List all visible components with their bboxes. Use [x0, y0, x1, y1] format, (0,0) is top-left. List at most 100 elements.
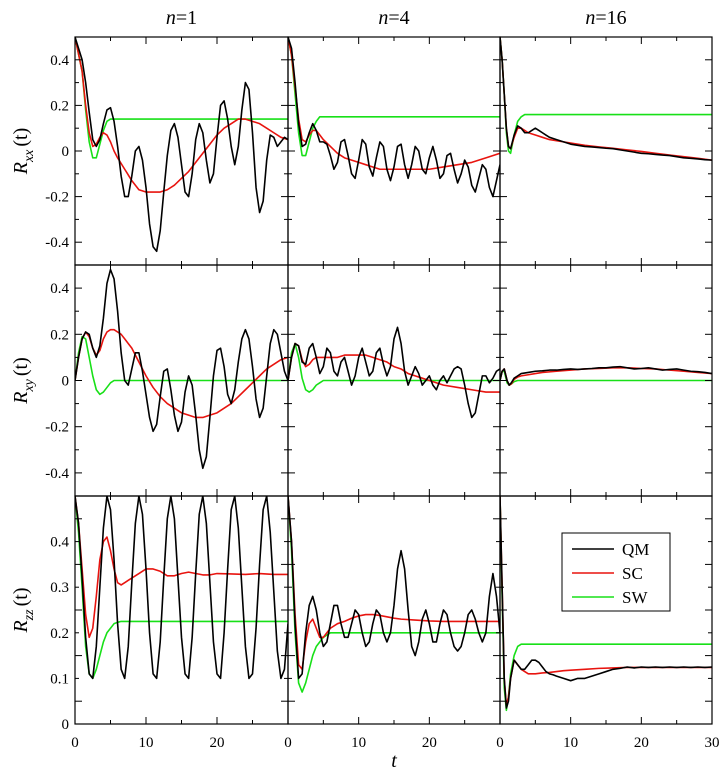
- panel-series: [288, 37, 500, 198]
- series-sw-line: [288, 342, 500, 393]
- series-qm-line: [75, 268, 288, 470]
- panel-frame: [287, 36, 501, 266]
- y-tick-label: 0.4: [50, 535, 69, 551]
- panel-series: [75, 37, 288, 253]
- y-tick-label: 0.4: [50, 281, 69, 297]
- legend-box: [561, 532, 671, 612]
- series-sw-line: [500, 37, 712, 155]
- series-sc-line: [500, 37, 712, 161]
- y-label-main: R: [10, 392, 32, 405]
- panel-series: [500, 37, 712, 161]
- panel-ticks: [287, 36, 501, 266]
- series-sc-line: [288, 496, 500, 671]
- column-title-variable: n: [585, 7, 595, 29]
- legend-label-sc: SC: [622, 564, 643, 583]
- series-qm-line: [75, 37, 288, 253]
- panel-r2-c2: [499, 495, 713, 725]
- x-tick-label: 0: [496, 735, 504, 751]
- panels: -0.4 -0.2 0 0.2 0.4 -0.4 -0.2 0 0.2 0.4 0 0.1 0.2 0.3…: [45, 36, 720, 751]
- column-title: n=16: [585, 7, 626, 29]
- y-tick-label: 0.2: [50, 98, 69, 114]
- column-title: n=1: [166, 7, 197, 29]
- panel-frame: [499, 495, 713, 725]
- panel-series: [75, 268, 288, 470]
- panel-ticks: [499, 36, 713, 266]
- y-label-argument: (t): [10, 587, 32, 606]
- panel-series: [75, 496, 288, 680]
- x-tick-label: 10: [563, 735, 578, 751]
- y-label-subscript: xx: [22, 149, 37, 163]
- y-label-main: R: [10, 620, 32, 633]
- series-sw-line: [75, 496, 288, 680]
- series-qm-line: [75, 496, 288, 680]
- x-tick-label: 10: [351, 735, 366, 751]
- column-title: n=4: [378, 7, 409, 29]
- column-title-value: =4: [388, 7, 409, 29]
- y-axis-label: Rzz (t): [10, 587, 37, 633]
- y-tick-label: -0.2: [45, 190, 69, 206]
- x-axis-label-group: t: [391, 750, 397, 771]
- panel-r2-c0: [74, 495, 289, 725]
- y-tick-label: -0.4: [45, 466, 69, 482]
- y-label-main: R: [10, 162, 32, 175]
- column-titles: n=1 n=4 n=16: [166, 7, 627, 29]
- series-sw-line: [288, 37, 500, 157]
- column-title-variable: n: [378, 7, 388, 29]
- series-qm-line: [500, 37, 712, 161]
- panel-r1-c0: [74, 264, 289, 497]
- series-qm-line: [500, 365, 712, 386]
- legend: QM SC SW: [561, 532, 671, 612]
- panel-series: [500, 496, 712, 712]
- series-sw-line: [75, 37, 288, 159]
- panel-ticks: [74, 36, 289, 266]
- y-tick-label: 0: [62, 374, 70, 390]
- column-title-value: =16: [595, 7, 626, 29]
- y-tick-label: 0: [62, 144, 70, 160]
- panel-r1-c2: [499, 264, 713, 497]
- series-sw-line: [288, 496, 500, 693]
- panel-series: [500, 365, 712, 386]
- y-label-argument: (t): [10, 357, 32, 376]
- series-sc-line: [75, 496, 288, 639]
- panel-frame: [74, 495, 289, 725]
- series-sc-line: [500, 366, 712, 386]
- x-tick-label: 20: [210, 735, 225, 751]
- y-tick-label: 0.3: [50, 580, 69, 596]
- x-tick-label: 30: [705, 735, 720, 751]
- y-label-subscript: zz: [22, 609, 37, 621]
- y-axis-label: Rxx (t): [10, 128, 37, 176]
- series-qm-line: [500, 496, 712, 709]
- panel-frame: [499, 36, 713, 266]
- x-axis-label: t: [391, 750, 397, 771]
- legend-label-qm: QM: [622, 540, 649, 559]
- series-sw-line: [75, 335, 288, 396]
- series-sc-line: [75, 328, 288, 419]
- row-labels: Rxx (t) Rxy (t) Rzz (t): [10, 128, 37, 634]
- column-title-value: =1: [176, 7, 197, 29]
- x-tick-label: 0: [284, 735, 292, 751]
- x-tick-label: 20: [422, 735, 437, 751]
- y-tick-label: 0.1: [50, 671, 69, 687]
- panel-series: [288, 326, 500, 419]
- panel-ticks: [74, 495, 289, 725]
- panel-r0-c0: [74, 36, 289, 266]
- series-sc-line: [288, 37, 500, 171]
- y-tick-label: 0: [62, 717, 70, 733]
- series-qm-line: [288, 326, 500, 419]
- column-title-variable: n: [166, 7, 176, 29]
- panel-series: [288, 496, 500, 693]
- panel-frame: [74, 36, 289, 266]
- panel-r0-c1: [287, 36, 501, 266]
- x-tick-label: 10: [139, 735, 154, 751]
- panel-r1-c1: [287, 264, 501, 497]
- panel-r0-c2: [499, 36, 713, 266]
- series-sc-line: [288, 342, 500, 393]
- series-qm-line: [288, 37, 500, 198]
- y-axis-label: Rxy (t): [10, 357, 37, 405]
- y-tick-label: -0.4: [45, 235, 69, 251]
- y-label-subscript: xy: [22, 378, 37, 392]
- y-label-argument: (t): [10, 128, 32, 147]
- panel-r2-c1: [287, 495, 501, 725]
- x-tick-label: 0: [71, 735, 79, 751]
